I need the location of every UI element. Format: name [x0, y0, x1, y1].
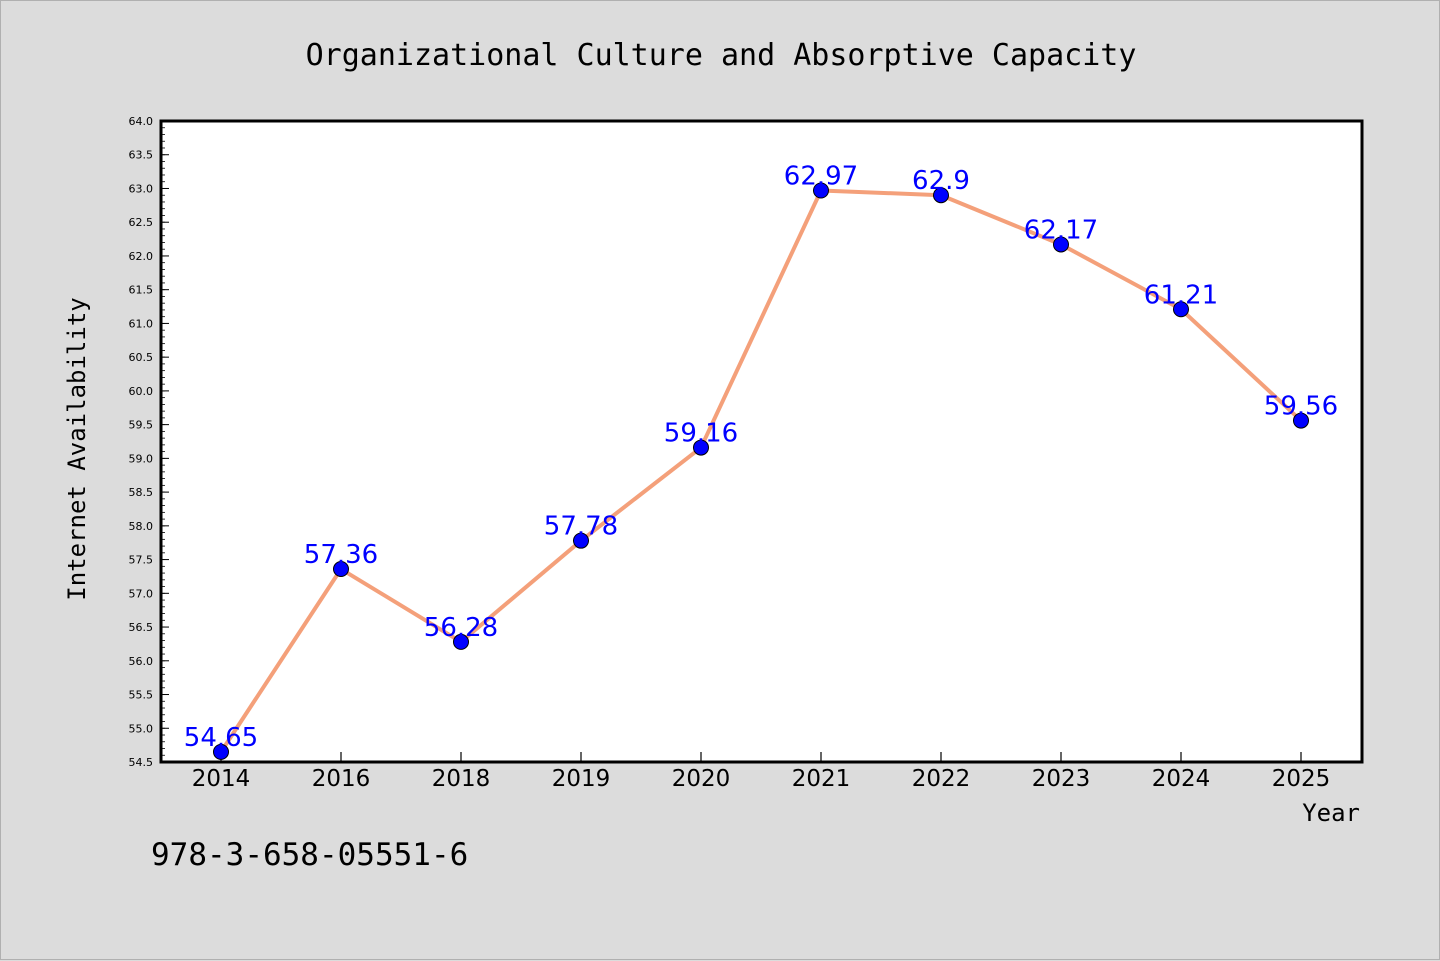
- y-tick-label: 60.5: [129, 351, 154, 364]
- data-point: [813, 182, 829, 199]
- y-tick-label: 64.0: [129, 115, 154, 128]
- x-tick-label: 2021: [792, 766, 851, 792]
- data-point: [1293, 412, 1309, 429]
- data-label: 59.16: [664, 419, 738, 449]
- y-tick-label: 57.0: [129, 587, 154, 600]
- y-tick-label: 62.0: [129, 250, 154, 263]
- y-tick-label: 57.5: [129, 554, 154, 567]
- data-point: [213, 743, 229, 760]
- x-tick-label: 2020: [672, 766, 731, 792]
- y-axis-label: Internet Availability: [63, 297, 91, 600]
- y-tick-label: 56.0: [129, 655, 154, 668]
- plot-area: [159, 119, 1364, 764]
- data-label: 56.28: [424, 613, 498, 643]
- y-tick-label: 61.0: [129, 317, 154, 330]
- y-tick-label: 55.0: [129, 722, 154, 735]
- y-tick-label: 54.5: [129, 756, 154, 769]
- data-point: [1053, 236, 1069, 253]
- y-tick-label: 59.5: [129, 419, 154, 432]
- x-tick-label: 2016: [312, 766, 371, 792]
- y-tick-label: 60.0: [129, 385, 154, 398]
- y-tick-label: 58.0: [129, 520, 154, 533]
- x-tick-label: 2018: [432, 766, 491, 792]
- chart-title: Organizational Culture and Absorptive Ca…: [306, 38, 1137, 73]
- data-point: [333, 561, 349, 578]
- series-layer: 54.65 57.36 56.28 57.78 59.16 62.97 62.9 62.17 6…: [184, 161, 1338, 760]
- y-tick-label: 58.5: [129, 486, 154, 499]
- x-tick-label: 2023: [1032, 766, 1091, 792]
- data-label: 62.97: [784, 161, 858, 191]
- x-tick-label: 2022: [912, 766, 971, 792]
- x-tick-label: 2025: [1272, 766, 1331, 792]
- y-tick-label: 63.0: [129, 182, 154, 195]
- y-tick-label: 62.5: [129, 216, 154, 229]
- y-tick-label: 63.5: [129, 149, 154, 162]
- data-point: [453, 633, 469, 650]
- x-tick-label: 2024: [1152, 766, 1211, 792]
- y-tick-label: 55.5: [129, 689, 154, 702]
- x-tick-label: 2019: [552, 766, 611, 792]
- y-tick-label: 59.0: [129, 452, 154, 465]
- data-label: 57.36: [304, 540, 378, 570]
- data-point: [693, 439, 709, 456]
- y-tick-label: 56.5: [129, 621, 154, 634]
- x-tick-label: 2014: [192, 766, 251, 792]
- data-label: 61.21: [1144, 280, 1218, 310]
- x-axis-label: Year: [1302, 799, 1360, 827]
- data-point: [1173, 301, 1189, 318]
- x-axis: 2014 2016 2018 2019 2020 2021 2022 2023 2024 2025: [192, 752, 1331, 792]
- data-point: [573, 532, 589, 549]
- data-label: 57.78: [544, 512, 618, 542]
- data-label: 62.9: [912, 166, 970, 196]
- y-tick-label: 61.5: [129, 284, 154, 297]
- data-label: 62.17: [1024, 215, 1098, 245]
- data-point: [933, 187, 949, 204]
- y-axis: 54.5 55.0 55.5 56.0 56.5 57.0 57.5 58.0 58.5 59.0…: [129, 115, 169, 769]
- data-label: 54.65: [184, 723, 258, 753]
- series-line: [219, 188, 1303, 753]
- data-label: 59.56: [1264, 392, 1338, 422]
- footer-isbn: 978-3-658-05551-6: [151, 837, 468, 873]
